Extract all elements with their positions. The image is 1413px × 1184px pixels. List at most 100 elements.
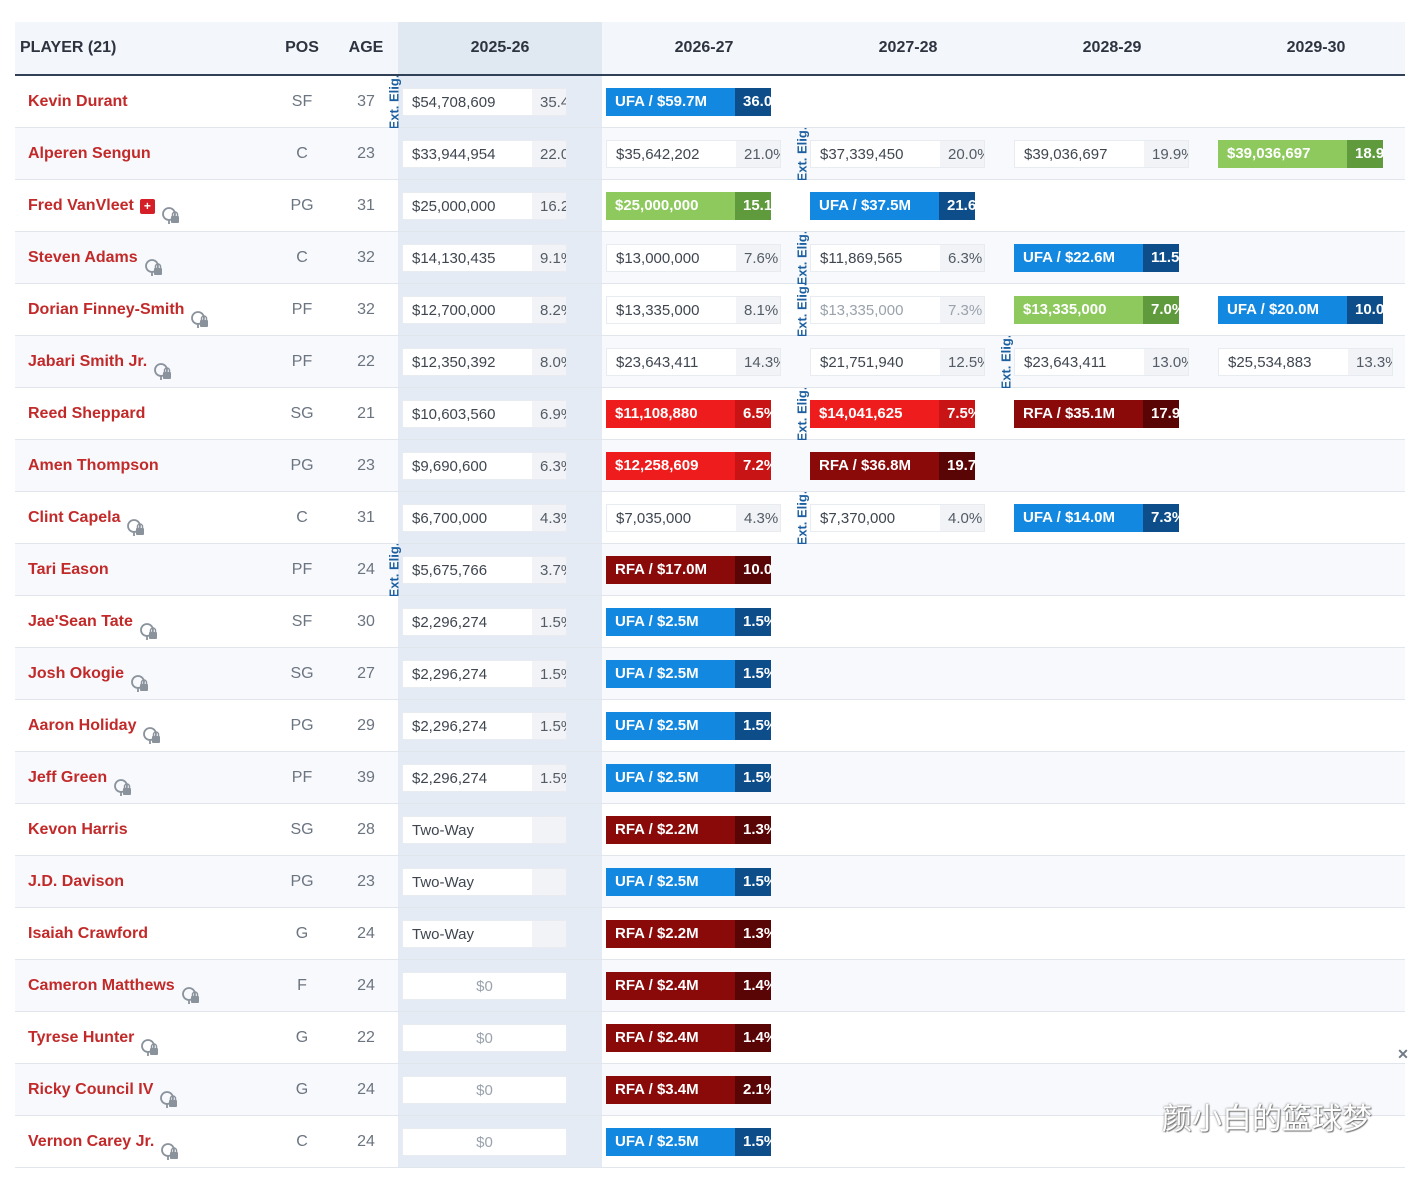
player-name-link[interactable]: Josh Okogie	[28, 648, 150, 700]
header-season-2027-28[interactable]: 2027-28	[878, 39, 938, 56]
no-trade-clause-icon[interactable]	[140, 1028, 160, 1056]
salary-cell-2028-29[interactable]: UFA / $14.0M 7.3%	[1014, 504, 1179, 532]
salary-cell-2025-26[interactable]: $2,296,274 1.5%	[402, 660, 567, 688]
no-trade-clause-icon[interactable]	[142, 716, 162, 744]
salary-cell-2026-27[interactable]: $11,108,880 6.5%	[606, 400, 771, 428]
salary-cell-2028-29[interactable]: $39,036,697 19.9%	[1014, 140, 1189, 168]
player-name-link[interactable]: Clint Capela	[28, 492, 146, 544]
salary-cell-2025-26[interactable]: $0	[402, 1128, 567, 1156]
no-trade-clause-icon[interactable]	[144, 248, 164, 276]
no-trade-clause-icon[interactable]	[160, 1132, 180, 1160]
player-name-link[interactable]: Tari Eason	[28, 544, 109, 596]
salary-cell-2025-26[interactable]: $25,000,000 16.2%	[402, 192, 567, 220]
salary-cell-2029-30[interactable]: $39,036,697 18.9%	[1218, 140, 1383, 168]
no-trade-clause-icon[interactable]	[181, 976, 201, 1004]
player-name-link[interactable]: Steven Adams	[28, 232, 164, 284]
no-trade-clause-icon[interactable]	[161, 196, 181, 224]
close-icon[interactable]: ✕	[1397, 1046, 1409, 1062]
salary-cell-2026-27[interactable]: $35,642,202 21.0%	[606, 140, 781, 168]
salary-cell-2028-29[interactable]: UFA / $22.6M 11.5%	[1014, 244, 1179, 272]
salary-cell-2027-28[interactable]: UFA / $37.5M 21.6%	[810, 192, 975, 220]
salary-cell-2026-27[interactable]: $23,643,411 14.3%	[606, 348, 781, 376]
player-name-link[interactable]: Jeff Green	[28, 752, 133, 804]
salary-cell-2025-26[interactable]: Two-Way	[402, 816, 567, 844]
salary-cell-2025-26[interactable]: $0	[402, 1076, 567, 1104]
salary-cell-2025-26[interactable]: $9,690,600 6.3%	[402, 452, 567, 480]
salary-cell-2026-27[interactable]: $25,000,000 15.1%	[606, 192, 771, 220]
salary-cell-2025-26[interactable]: Two-Way	[402, 920, 567, 948]
no-trade-clause-icon[interactable]	[130, 664, 150, 692]
header-season-2029-30[interactable]: 2029-30	[1286, 39, 1346, 56]
header-pos[interactable]: POS	[285, 39, 319, 56]
player-name-link[interactable]: Tyrese Hunter	[28, 1012, 160, 1064]
salary-cell-2025-26[interactable]: $0	[402, 972, 567, 1000]
no-trade-clause-icon[interactable]	[153, 352, 173, 380]
header-age[interactable]: AGE	[348, 39, 384, 56]
salary-cell-2025-26[interactable]: $6,700,000 4.3%	[402, 504, 567, 532]
salary-cell-2026-27[interactable]: RFA / $2.4M 1.4%	[606, 1024, 771, 1052]
salary-cell-2027-28[interactable]: $13,335,000 7.3%	[810, 296, 985, 324]
header-season-2026-27[interactable]: 2026-27	[674, 39, 734, 56]
salary-cell-2026-27[interactable]: $13,335,000 8.1%	[606, 296, 781, 324]
salary-cell-2026-27[interactable]: RFA / $2.2M 1.3%	[606, 920, 771, 948]
salary-cell-2026-27[interactable]: UFA / $59.7M 36.0%	[606, 88, 771, 116]
no-trade-clause-icon[interactable]	[126, 508, 146, 536]
header-season-2028-29[interactable]: 2028-29	[1082, 39, 1142, 56]
salary-cell-2025-26[interactable]: $2,296,274 1.5%	[402, 764, 567, 792]
player-name-link[interactable]: Cameron Matthews	[28, 960, 201, 1012]
salary-cell-2027-28[interactable]: RFA / $36.8M 19.7%	[810, 452, 975, 480]
salary-cell-2029-30[interactable]: UFA / $20.0M 10.0%	[1218, 296, 1383, 324]
salary-cell-2025-26[interactable]: $33,944,954 22.0%	[402, 140, 567, 168]
salary-cell-2026-27[interactable]: UFA / $2.5M 1.5%	[606, 608, 771, 636]
salary-cell-2026-27[interactable]: $13,000,000 7.6%	[606, 244, 781, 272]
salary-cell-2026-27[interactable]: UFA / $2.5M 1.5%	[606, 1128, 771, 1156]
player-name-link[interactable]: Reed Sheppard	[28, 388, 145, 440]
salary-cell-2026-27[interactable]: RFA / $3.4M 2.1%	[606, 1076, 771, 1104]
salary-cell-2027-28[interactable]: $21,751,940 12.5%	[810, 348, 985, 376]
header-player[interactable]: PLAYER (21)	[20, 39, 117, 56]
salary-cell-2025-26[interactable]: $0	[402, 1024, 567, 1052]
player-name-link[interactable]: Ricky Council IV	[28, 1064, 179, 1116]
no-trade-clause-icon[interactable]	[139, 612, 159, 640]
salary-cell-2026-27[interactable]: UFA / $2.5M 1.5%	[606, 712, 771, 740]
salary-cell-2026-27[interactable]: $12,258,609 7.2%	[606, 452, 771, 480]
salary-cell-2025-26[interactable]: $54,708,609 35.4%	[402, 88, 567, 116]
salary-cell-2026-27[interactable]: RFA / $17.0M 10.0%	[606, 556, 771, 584]
player-name-link[interactable]: Fred VanVleet +	[28, 180, 181, 232]
injury-icon[interactable]: +	[139, 198, 155, 214]
salary-cell-2027-28[interactable]: $7,370,000 4.0%	[810, 504, 985, 532]
salary-cell-2027-28[interactable]: $11,869,565 6.3%	[810, 244, 985, 272]
salary-cell-2026-27[interactable]: UFA / $2.5M 1.5%	[606, 660, 771, 688]
header-season-2025-26[interactable]: 2025-26	[470, 39, 530, 56]
player-name-link[interactable]: J.D. Davison	[28, 856, 124, 908]
salary-cell-2025-26[interactable]: $14,130,435 9.1%	[402, 244, 567, 272]
player-name-link[interactable]: Jae'Sean Tate	[28, 596, 159, 648]
player-name-link[interactable]: Amen Thompson	[28, 440, 159, 492]
player-name-link[interactable]: Kevon Harris	[28, 804, 128, 856]
salary-cell-2026-27[interactable]: UFA / $2.5M 1.5%	[606, 868, 771, 896]
salary-cell-2026-27[interactable]: UFA / $2.5M 1.5%	[606, 764, 771, 792]
salary-cell-2025-26[interactable]: $12,700,000 8.2%	[402, 296, 567, 324]
salary-cell-2028-29[interactable]: RFA / $35.1M 17.9%	[1014, 400, 1179, 428]
salary-cell-2025-26[interactable]: $10,603,560 6.9%	[402, 400, 567, 428]
salary-cell-2027-28[interactable]: $37,339,450 20.0%	[810, 140, 985, 168]
salary-cell-2025-26[interactable]: $2,296,274 1.5%	[402, 608, 567, 636]
player-name-link[interactable]: Alperen Sengun	[28, 128, 151, 180]
no-trade-clause-icon[interactable]	[113, 768, 133, 796]
salary-cell-2026-27[interactable]: RFA / $2.2M 1.3%	[606, 816, 771, 844]
player-name-link[interactable]: Dorian Finney-Smith	[28, 284, 210, 336]
no-trade-clause-icon[interactable]	[159, 1080, 179, 1108]
salary-cell-2025-26[interactable]: $2,296,274 1.5%	[402, 712, 567, 740]
salary-cell-2028-29[interactable]: $23,643,411 13.0%	[1014, 348, 1189, 376]
salary-cell-2025-26[interactable]: $12,350,392 8.0%	[402, 348, 567, 376]
salary-cell-2025-26[interactable]: Two-Way	[402, 868, 567, 896]
salary-cell-2027-28[interactable]: $14,041,625 7.5%	[810, 400, 975, 428]
salary-cell-2029-30[interactable]: $25,534,883 13.3%	[1218, 348, 1393, 376]
player-name-link[interactable]: Isaiah Crawford	[28, 908, 148, 960]
salary-cell-2026-27[interactable]: RFA / $2.4M 1.4%	[606, 972, 771, 1000]
player-name-link[interactable]: Vernon Carey Jr.	[28, 1116, 180, 1168]
salary-cell-2028-29[interactable]: $13,335,000 7.0%	[1014, 296, 1179, 324]
player-name-link[interactable]: Kevin Durant	[28, 76, 128, 128]
salary-cell-2025-26[interactable]: $5,675,766 3.7%	[402, 556, 567, 584]
player-name-link[interactable]: Aaron Holiday	[28, 700, 162, 752]
